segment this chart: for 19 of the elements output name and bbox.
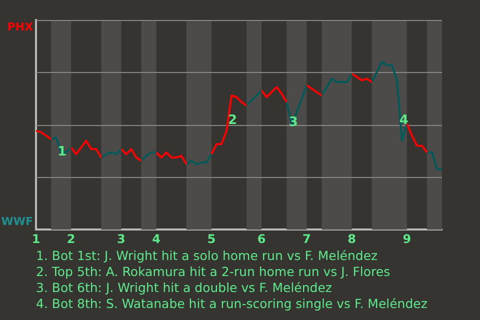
text: PHX: [7, 20, 34, 34]
x-tick-label: 4: [152, 232, 160, 246]
text: WWF: [1, 214, 33, 228]
text: 2. Top 5th: A. Rokamura hit a 2-run home run vs J. Flores: [36, 264, 392, 280]
x-tick-label: 2: [66, 232, 76, 246]
annotation: 3: [288, 115, 298, 130]
x-tick-label: 5: [207, 232, 216, 246]
text: 1. Bot 1st: J. Wright hit a solo home run vs F. Meléndez: [36, 248, 379, 264]
text: 3. Bot 6th: J. Wright hit a double vs F. Meléndez: [36, 280, 333, 296]
x-tick-label: 1: [32, 232, 40, 246]
annotation: 4: [399, 112, 408, 128]
text: 4. Bot 8th: S. Watanabe hit a run-scoring single vs F. Meléndez: [36, 296, 428, 312]
x-tick-label: 9: [402, 232, 412, 246]
annotation: 1: [57, 144, 67, 160]
x-tick-label: 7: [302, 232, 311, 246]
x-tick-label: 3: [117, 232, 126, 246]
x-tick-label: 6: [257, 232, 266, 246]
annotation: 2: [228, 112, 238, 128]
x-tick-label: 8: [348, 232, 356, 246]
